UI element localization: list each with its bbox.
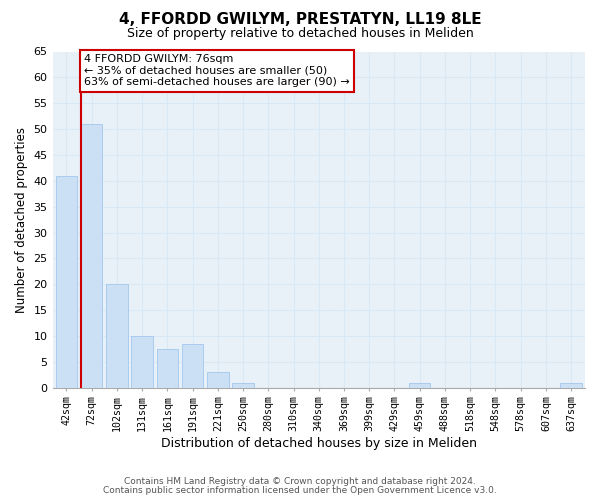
Text: Contains HM Land Registry data © Crown copyright and database right 2024.: Contains HM Land Registry data © Crown c…	[124, 477, 476, 486]
Y-axis label: Number of detached properties: Number of detached properties	[15, 126, 28, 312]
Text: 4, FFORDD GWILYM, PRESTATYN, LL19 8LE: 4, FFORDD GWILYM, PRESTATYN, LL19 8LE	[119, 12, 481, 28]
Bar	[232, 382, 254, 388]
Bar	[56, 176, 77, 388]
Bar	[182, 344, 203, 388]
X-axis label: Distribution of detached houses by size in Meliden: Distribution of detached houses by size …	[161, 437, 477, 450]
Bar	[106, 284, 128, 388]
Bar	[81, 124, 103, 388]
Text: 4 FFORDD GWILYM: 76sqm
← 35% of detached houses are smaller (50)
63% of semi-det: 4 FFORDD GWILYM: 76sqm ← 35% of detached…	[84, 54, 350, 88]
Text: Size of property relative to detached houses in Meliden: Size of property relative to detached ho…	[127, 28, 473, 40]
Bar	[560, 382, 582, 388]
Bar	[157, 349, 178, 388]
Bar	[131, 336, 153, 388]
Bar	[409, 382, 430, 388]
Bar	[207, 372, 229, 388]
Text: Contains public sector information licensed under the Open Government Licence v3: Contains public sector information licen…	[103, 486, 497, 495]
